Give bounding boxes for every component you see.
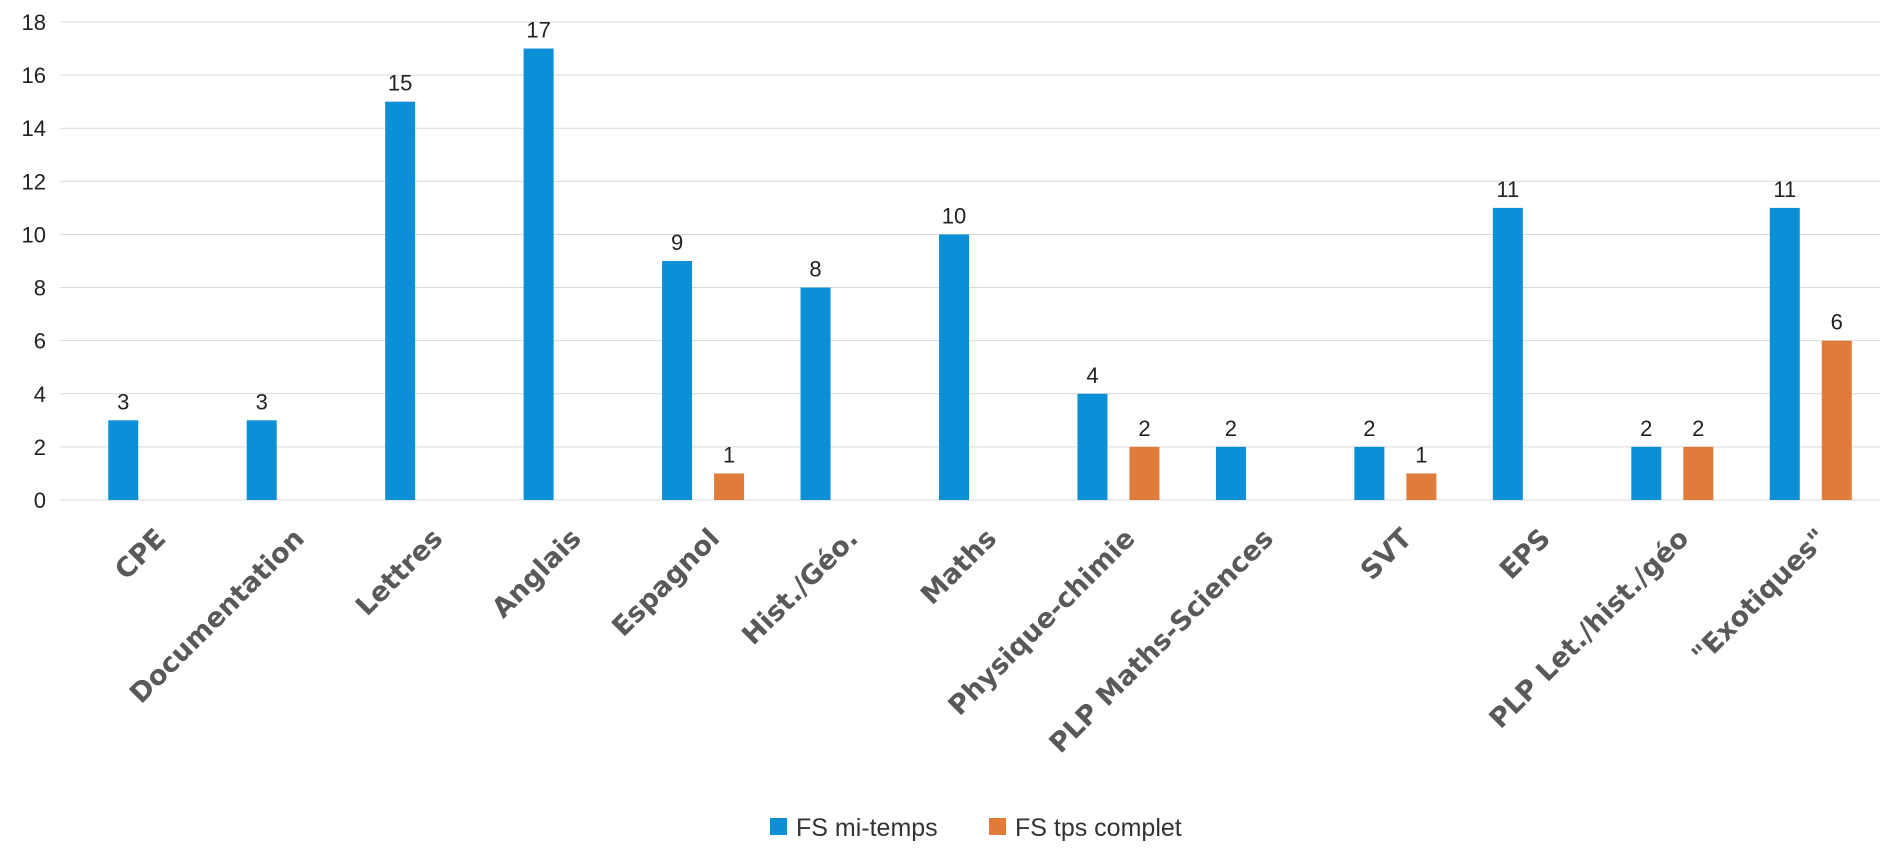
- bar: [246, 420, 277, 500]
- legend-item: FS tps complet: [989, 814, 1182, 842]
- gridlines: [60, 21, 1880, 501]
- x-tick-label: Hist./Géo.: [736, 523, 864, 651]
- bar: [523, 48, 554, 501]
- x-tick-label: "Exotiques": [1686, 523, 1834, 671]
- data-label: 15: [388, 71, 412, 96]
- y-tick-label: 14: [22, 116, 46, 141]
- y-tick-label: 8: [34, 276, 46, 301]
- data-label: 10: [942, 203, 966, 228]
- bar: [1215, 446, 1246, 500]
- legend-label: FS tps complet: [1015, 814, 1182, 842]
- data-label: 3: [117, 389, 129, 414]
- data-label: 17: [526, 18, 550, 43]
- bar: [662, 261, 693, 500]
- data-label: 1: [723, 442, 735, 467]
- x-tick-label: Lettres: [350, 523, 449, 622]
- bar: [1492, 207, 1523, 500]
- legend-swatch: [989, 818, 1006, 835]
- x-tick-label: SVT: [1355, 523, 1419, 587]
- data-label: 2: [1640, 416, 1652, 441]
- x-tick-label: EPS: [1494, 523, 1557, 586]
- bar: [714, 473, 745, 500]
- y-tick-label: 6: [34, 329, 46, 354]
- bars: [108, 48, 1852, 501]
- bar: [800, 287, 831, 500]
- data-label: 8: [809, 257, 821, 282]
- bar: [1769, 207, 1800, 500]
- data-label: 11: [1773, 177, 1796, 202]
- x-tick-label: CPE: [109, 523, 172, 586]
- data-label: 3: [256, 389, 268, 414]
- bar: [939, 234, 969, 500]
- data-label: 2: [1225, 416, 1237, 441]
- legend-label: FS mi-temps: [796, 814, 938, 842]
- data-label: 1: [1415, 442, 1427, 467]
- y-tick-label: 16: [22, 63, 46, 88]
- data-label: 2: [1138, 416, 1150, 441]
- bar: [1077, 393, 1108, 500]
- data-label: 6: [1831, 310, 1843, 335]
- y-tick-label: 10: [22, 222, 46, 247]
- data-label: 4: [1086, 363, 1098, 388]
- data-label: 2: [1363, 416, 1375, 441]
- bar: [385, 101, 416, 501]
- x-tick-label: Maths: [915, 523, 1003, 611]
- bar: [1406, 473, 1437, 500]
- data-label: 2: [1692, 416, 1704, 441]
- legend: FS mi-temps FS tps complet: [770, 814, 1182, 842]
- y-tick-label: 18: [22, 10, 46, 35]
- bar: [1354, 446, 1385, 500]
- y-tick-label: 0: [34, 488, 46, 513]
- bar: [1683, 446, 1714, 500]
- x-tick-label: Espagnol: [606, 523, 726, 643]
- bar: [1821, 340, 1852, 500]
- y-tick-label: 2: [34, 435, 46, 460]
- data-label: 11: [1496, 177, 1519, 202]
- x-tick-label: Anglais: [486, 523, 587, 624]
- y-tick-label: 12: [22, 169, 46, 194]
- x-tick-label: PLP Maths-Sciences: [1043, 523, 1279, 759]
- data-label: 9: [671, 230, 683, 255]
- y-tick-label: 4: [34, 382, 46, 407]
- bar: [1631, 446, 1662, 500]
- y-axis: 0 2 4 6 8 10 12 14 16 18: [22, 10, 46, 513]
- bar: [108, 420, 139, 500]
- legend-item: FS mi-temps: [770, 814, 938, 842]
- legend-swatch: [770, 818, 787, 835]
- bar: [1129, 446, 1160, 500]
